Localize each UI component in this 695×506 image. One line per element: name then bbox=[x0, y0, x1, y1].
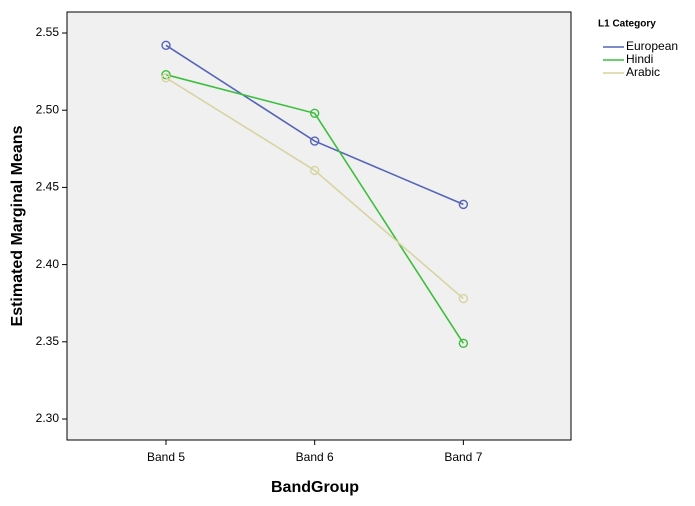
legend-label: Hindi bbox=[626, 52, 653, 66]
x-tick-label: Band 5 bbox=[147, 450, 185, 464]
legend-label: European bbox=[626, 39, 678, 53]
y-tick-label: 2.45 bbox=[36, 180, 60, 194]
point-marker bbox=[458, 293, 469, 304]
plot-area bbox=[66, 11, 572, 441]
series-line bbox=[165, 44, 464, 206]
point-marker bbox=[161, 73, 171, 83]
point-marker bbox=[458, 199, 469, 210]
point-marker bbox=[309, 165, 320, 176]
y-tick-label: 2.35 bbox=[36, 334, 60, 348]
legend-title: L1 Category bbox=[598, 19, 656, 30]
y-axis-title: Estimated Marginal Means bbox=[9, 125, 26, 326]
y-tick-label: 2.30 bbox=[36, 411, 60, 425]
point-marker bbox=[161, 40, 171, 51]
x-axis-title: BandGroup bbox=[271, 479, 359, 496]
series-line bbox=[165, 77, 464, 300]
legend-label: Arabic bbox=[626, 65, 660, 79]
series-line bbox=[165, 73, 465, 344]
point-marker bbox=[309, 108, 320, 118]
x-tick-label: Band 7 bbox=[444, 450, 482, 464]
point-marker bbox=[309, 136, 320, 146]
y-tick-label: 2.50 bbox=[36, 102, 60, 116]
y-tick-label: 2.40 bbox=[36, 257, 60, 271]
x-tick-label: Band 6 bbox=[296, 450, 334, 464]
y-tick-label: 2.55 bbox=[36, 25, 60, 39]
point-marker bbox=[458, 338, 469, 349]
